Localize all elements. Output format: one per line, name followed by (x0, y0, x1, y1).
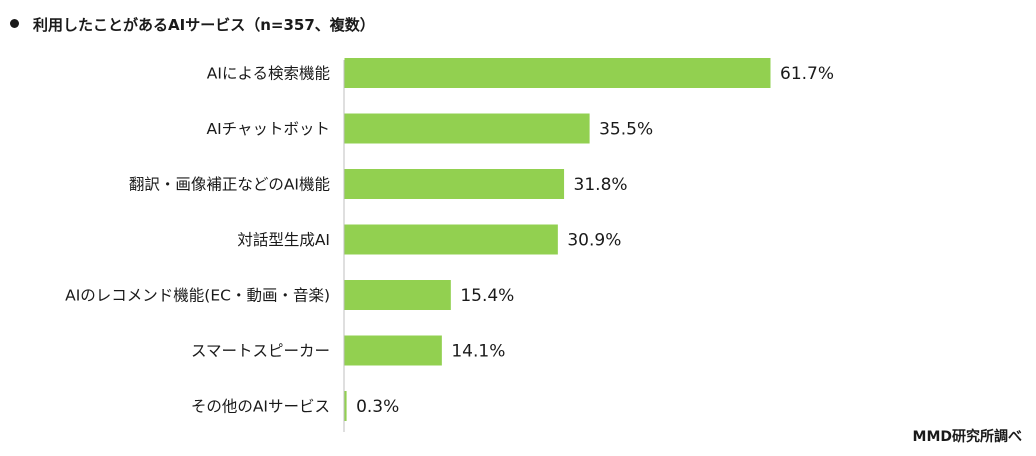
bar (344, 58, 771, 88)
category-label: AIによる検索機能 (207, 65, 330, 83)
bar (344, 113, 590, 144)
category-label: AIチャットボット (206, 120, 330, 138)
chart-title: 利用したことがあるAIサービス（n=357、複数） (10, 14, 375, 35)
value-label: 35.5% (599, 120, 653, 140)
bar (344, 169, 565, 199)
source-credit: MMD研究所調べ (912, 429, 1022, 445)
bar (344, 280, 451, 310)
chart-title-text: 利用したことがあるAIサービス（n=357、複数） (33, 16, 375, 34)
value-label: 15.4% (460, 286, 514, 306)
bar (344, 391, 347, 421)
category-label: 対話型生成AI (237, 231, 330, 249)
value-label: 0.3% (356, 397, 399, 417)
category-label: 翻訳・画像補正などのAI機能 (129, 176, 330, 194)
category-label: その他のAIサービス (191, 398, 330, 416)
value-label: 14.1% (451, 342, 505, 362)
value-label: 61.7% (780, 64, 834, 84)
category-label: スマートスピーカー (191, 342, 330, 360)
bar (344, 224, 558, 255)
value-label: 31.8% (574, 175, 628, 195)
category-label: AIのレコメンド機能(EC・動画・音楽) (65, 287, 330, 305)
bar (344, 335, 442, 366)
bullet-dot (10, 19, 19, 28)
value-label: 30.9% (567, 231, 621, 251)
